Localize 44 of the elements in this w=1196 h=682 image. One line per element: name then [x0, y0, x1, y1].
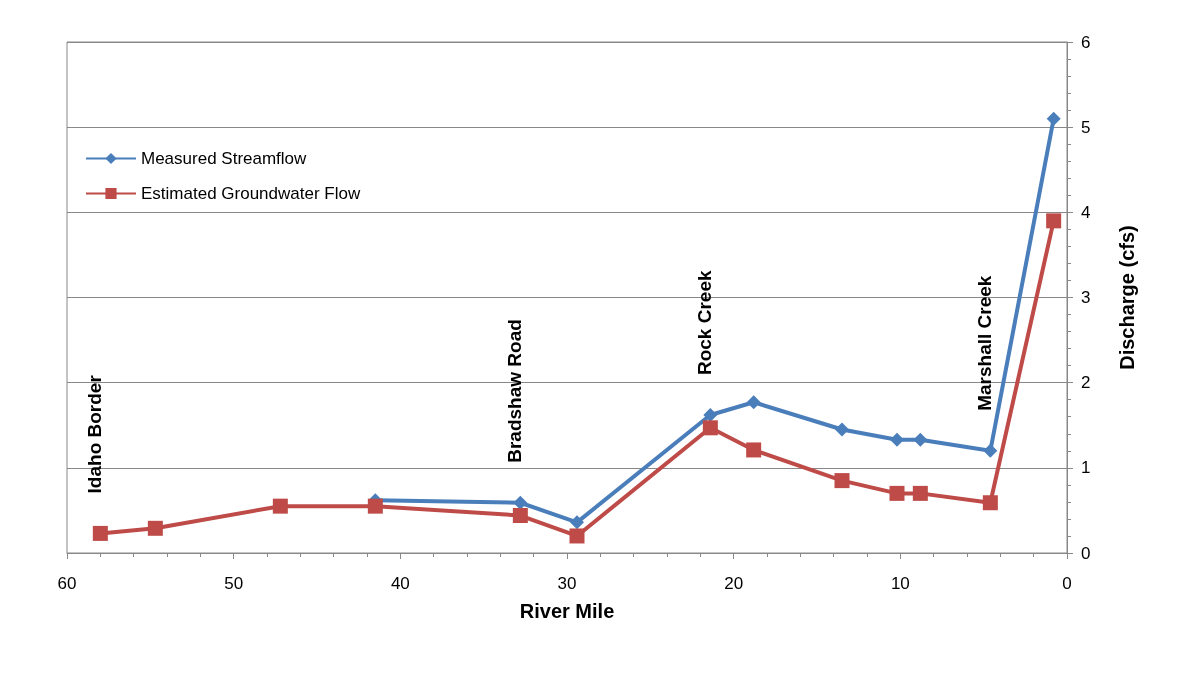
annotation: Rock Creek	[693, 270, 715, 376]
x-tick-label: 50	[224, 574, 244, 593]
point	[272, 498, 288, 514]
point	[512, 508, 528, 524]
legend-label: Measured Streamflow	[141, 149, 308, 168]
point	[834, 473, 850, 489]
point	[912, 485, 928, 501]
x-tick-label: 40	[390, 574, 410, 593]
point	[570, 515, 584, 530]
point	[513, 495, 528, 510]
point	[1046, 213, 1062, 229]
point	[889, 485, 905, 501]
x-axis-title: River Mile	[519, 600, 615, 622]
point	[367, 498, 383, 514]
x-tick-label: 20	[724, 574, 744, 593]
point	[913, 432, 928, 447]
point	[1046, 111, 1061, 126]
point	[702, 420, 718, 436]
point	[569, 528, 585, 544]
point	[835, 422, 849, 437]
legend-label: Estimated Groundwater Flow	[141, 184, 361, 203]
point	[746, 442, 762, 458]
point	[983, 443, 998, 458]
point	[982, 495, 998, 511]
y-tick-label: 4	[1081, 202, 1091, 222]
annotation: Idaho Border	[83, 374, 105, 494]
point	[703, 408, 718, 423]
y-tick-label: 1	[1081, 458, 1091, 478]
point	[890, 432, 904, 447]
y-tick-label: 0	[1081, 543, 1091, 563]
x-tick-label: 0	[1062, 574, 1072, 593]
point	[147, 520, 163, 536]
x-tick-label: 30	[557, 574, 577, 593]
point	[746, 395, 761, 410]
y-axis-title: Discharge (cfs)	[1116, 225, 1138, 370]
annotation: Bradshaw Road	[503, 319, 525, 463]
y-tick-label: 2	[1081, 373, 1091, 393]
annotation: Marshall Creek	[973, 275, 995, 411]
point	[92, 525, 108, 541]
x-tick-label: 10	[890, 574, 910, 593]
y-tick-label: 5	[1081, 117, 1091, 137]
y-tick-label: 3	[1081, 288, 1091, 307]
y-tick-label: 6	[1081, 32, 1091, 52]
x-tick-label: 60	[57, 574, 77, 593]
